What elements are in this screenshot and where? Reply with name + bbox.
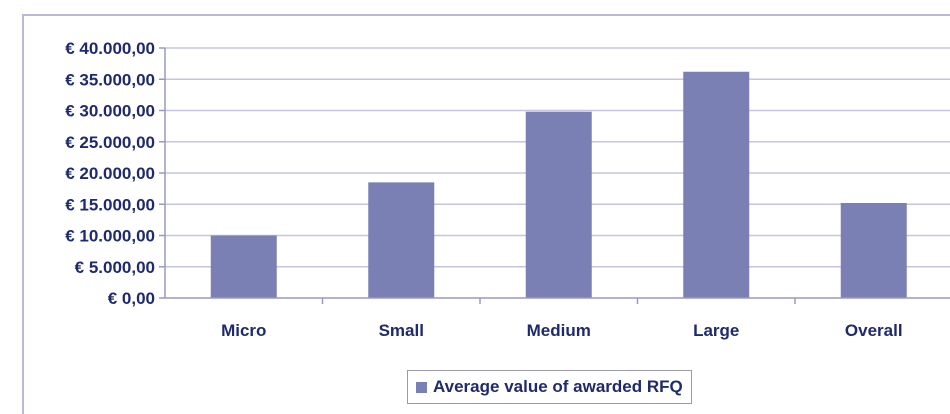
legend: Average value of awarded RFQ bbox=[407, 370, 692, 404]
y-tick-label: € 15.000,00 bbox=[65, 195, 155, 214]
y-tick-label: € 30.000,00 bbox=[65, 102, 155, 121]
chart-frame bbox=[22, 14, 950, 414]
bar-overall bbox=[840, 203, 907, 298]
bar-large bbox=[683, 71, 750, 298]
bars bbox=[210, 71, 907, 298]
y-tick-label: € 25.000,00 bbox=[65, 133, 155, 152]
axes bbox=[159, 47, 950, 304]
legend-label: Average value of awarded RFQ bbox=[433, 377, 683, 396]
y-tick-label: € 35.000,00 bbox=[65, 70, 155, 89]
y-tick-labels: € 0,00 € 5.000,00 € 10.000,00 € 15.000,00 € … bbox=[65, 39, 155, 308]
bar-micro bbox=[210, 235, 277, 298]
bar-small bbox=[368, 182, 435, 298]
y-tick-label: € 5.000,00 bbox=[75, 258, 155, 277]
y-tick-label: € 0,00 bbox=[108, 289, 155, 308]
y-tick-label: € 10.000,00 bbox=[65, 227, 155, 246]
category-label-large: Large bbox=[693, 321, 739, 340]
bar-chart: € 0,00 € 5.000,00 € 10.000,00 € 15.000,00 € … bbox=[65, 39, 950, 340]
bar-medium bbox=[525, 111, 592, 298]
category-labels: Micro Small Medium Large Overall bbox=[221, 321, 903, 340]
y-tick-label: € 20.000,00 bbox=[65, 164, 155, 183]
y-tick-label: € 40.000,00 bbox=[65, 39, 155, 58]
category-label-overall: Overall bbox=[845, 321, 903, 340]
category-label-micro: Micro bbox=[221, 321, 266, 340]
category-label-medium: Medium bbox=[527, 321, 591, 340]
category-label-small: Small bbox=[379, 321, 424, 340]
legend-swatch bbox=[416, 381, 427, 393]
